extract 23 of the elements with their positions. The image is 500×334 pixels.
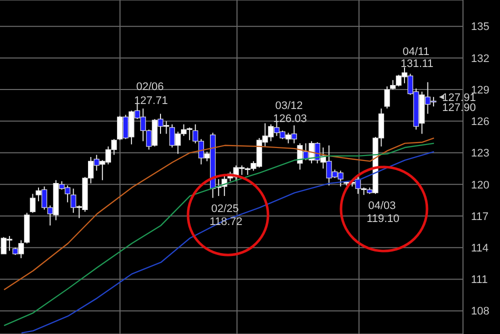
y-tick-label: 111 <box>471 274 488 286</box>
annotation: 126.03 <box>273 113 307 125</box>
text: 127.90 <box>442 102 476 114</box>
candlestick <box>384 86 390 110</box>
y-tick-label: 135 <box>471 21 490 34</box>
y-tick-label: 123 <box>471 148 490 160</box>
annotation: 04/11 <box>402 46 430 58</box>
line-series <box>3 137 435 290</box>
y-tick-label: 126 <box>471 116 490 128</box>
annotation: 02/25 <box>211 203 239 215</box>
y-tick-label: 114 <box>471 242 489 255</box>
annotation: 131.11 <box>400 58 434 70</box>
annotation: 127.71 <box>134 95 168 107</box>
candlestick <box>30 193 36 214</box>
y-tick-label: 108 <box>471 306 490 318</box>
annotation: 119.10 <box>366 213 400 225</box>
annotation: 02/06 <box>136 81 164 93</box>
annotation: 04/03 <box>368 200 396 212</box>
text: 127.91 <box>442 92 476 104</box>
y-tick-label: 120 <box>471 179 490 192</box>
y-tick-label: 132 <box>471 52 490 65</box>
annotation: 03/12 <box>275 100 303 112</box>
y-tick-label: 117 <box>471 210 489 223</box>
